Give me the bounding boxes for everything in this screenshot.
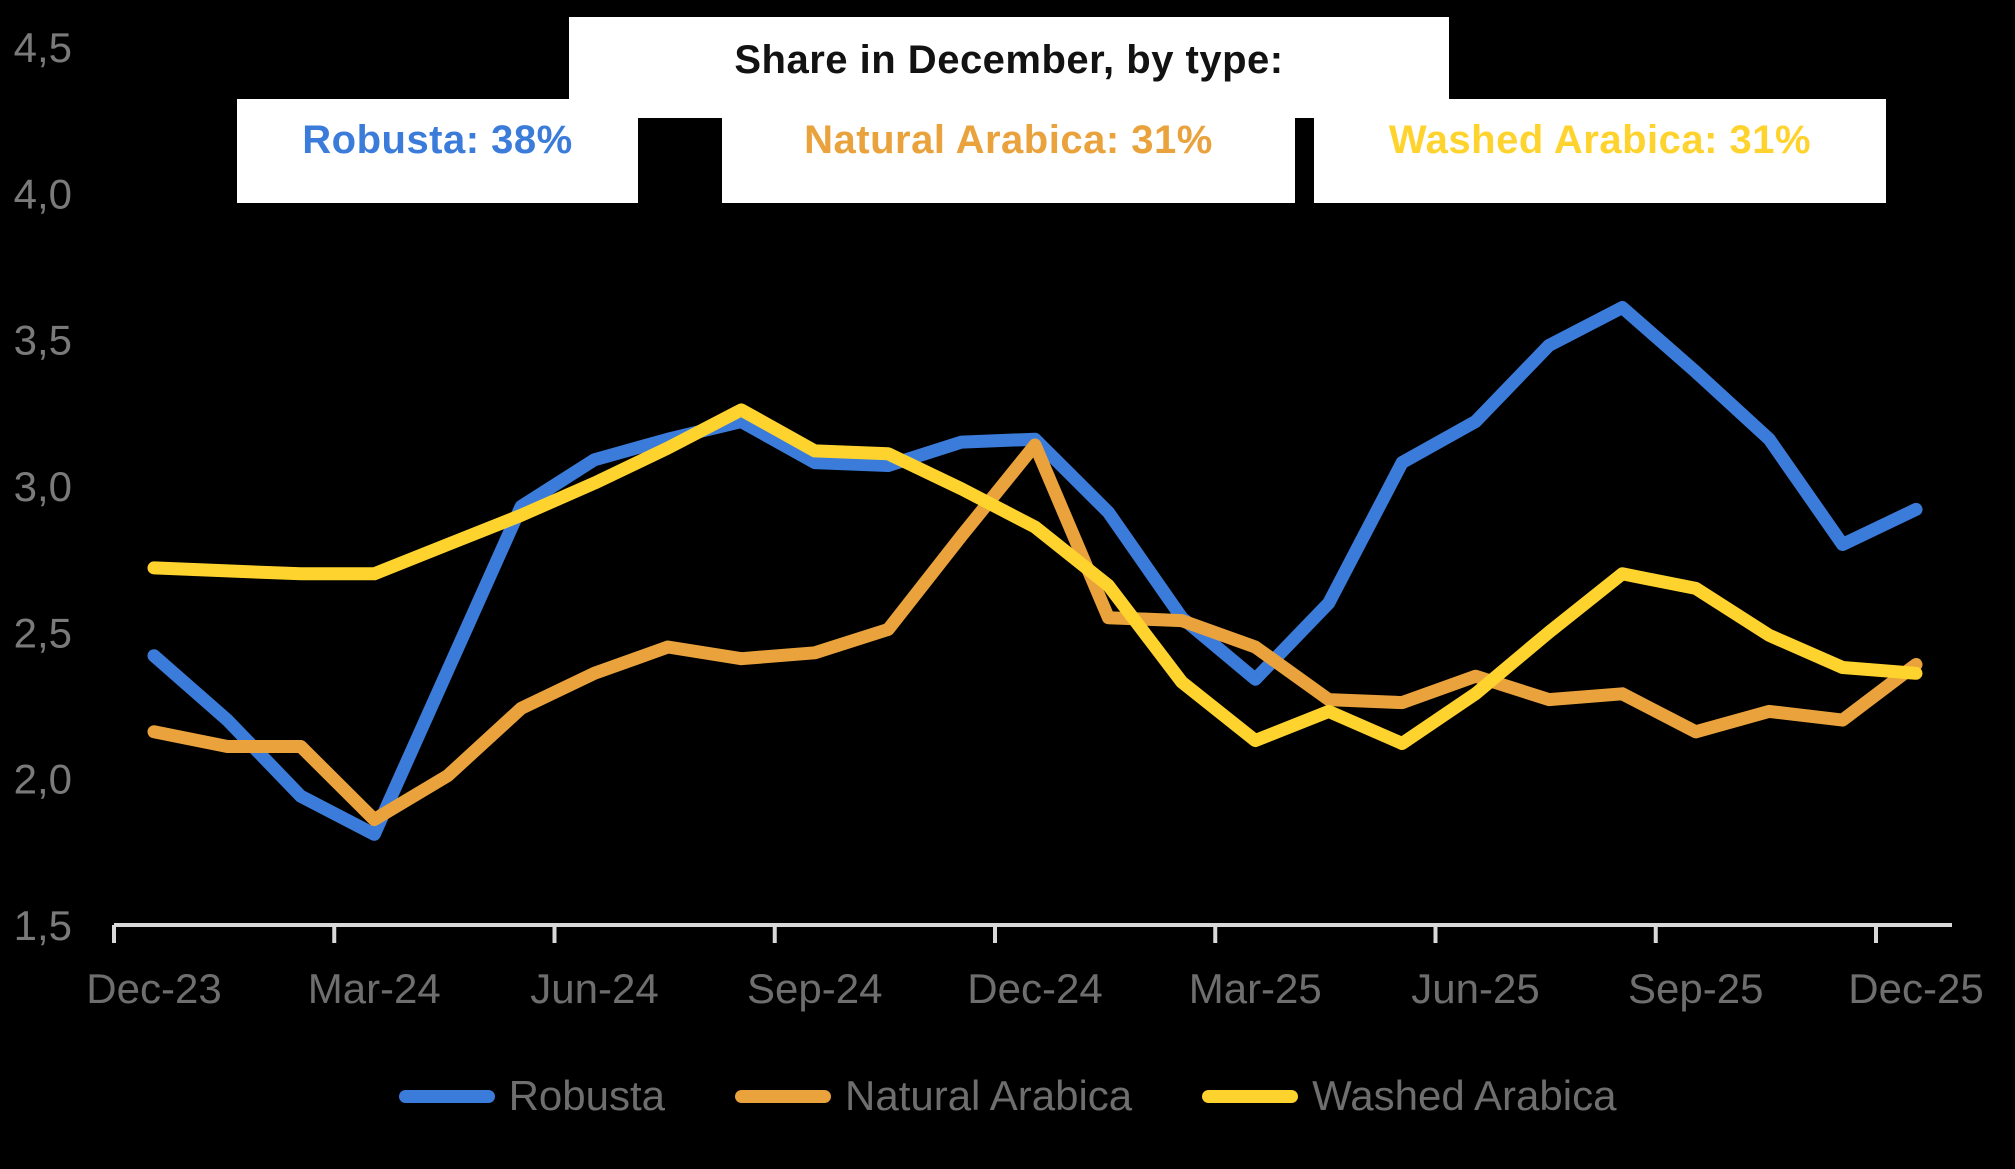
robusta-legend-swatch — [398, 1089, 495, 1103]
y-axis-label: 3,5 — [14, 317, 72, 364]
natural-arabica-share-text: Natural Arabica: 31% — [804, 117, 1213, 162]
natural-arabica-legend-label: Natural Arabica — [845, 1072, 1133, 1119]
y-axis-label: 4,0 — [14, 170, 72, 217]
washed-arabica-line — [147, 403, 1923, 750]
x-axis-label: Sep-25 — [1628, 965, 1763, 1012]
x-axis-label: Dec-24 — [967, 965, 1102, 1012]
washed-arabica-share-text: Washed Arabica: 31% — [1388, 117, 1812, 162]
x-axis-label: Jun-24 — [530, 965, 658, 1012]
legend-item-natural-arabica: Natural Arabica — [735, 1072, 1132, 1120]
y-axis-label: 3,0 — [14, 463, 72, 510]
legend: Robusta Natural Arabica Washed Arabica — [0, 1072, 2015, 1120]
natural-arabica-line — [147, 438, 1923, 827]
x-axis-label: Mar-25 — [1189, 965, 1322, 1012]
robusta-legend-label: Robusta — [508, 1072, 665, 1119]
x-axis-label: Jun-25 — [1411, 965, 1539, 1012]
share-title-text: Share in December, by type: — [734, 38, 1284, 82]
x-axis-label: Dec-25 — [1848, 965, 1983, 1012]
x-axis-label: Dec-23 — [86, 965, 221, 1012]
washed-arabica-share-badge: Washed Arabica: 31% — [1314, 99, 1886, 203]
y-axis-label: 2,0 — [14, 756, 72, 803]
y-axis-label: 4,5 — [14, 24, 72, 71]
x-axis-label: Sep-24 — [747, 965, 882, 1012]
washed-arabica-legend-label: Washed Arabica — [1312, 1072, 1617, 1119]
washed-arabica-legend-swatch — [1202, 1089, 1299, 1103]
robusta-line — [147, 301, 1923, 841]
y-axis-label: 2,5 — [14, 609, 72, 656]
x-axis-label: Mar-24 — [308, 965, 441, 1012]
legend-item-washed-arabica: Washed Arabica — [1202, 1072, 1616, 1120]
legend-item-robusta: Robusta — [398, 1072, 665, 1120]
robusta-share-text: Robusta: 38% — [302, 117, 573, 162]
natural-arabica-share-badge: Natural Arabica: 31% — [722, 99, 1295, 203]
y-axis-label: 1,5 — [14, 902, 72, 949]
natural-arabica-legend-swatch — [735, 1089, 831, 1103]
robusta-share-badge: Robusta: 38% — [237, 99, 638, 203]
